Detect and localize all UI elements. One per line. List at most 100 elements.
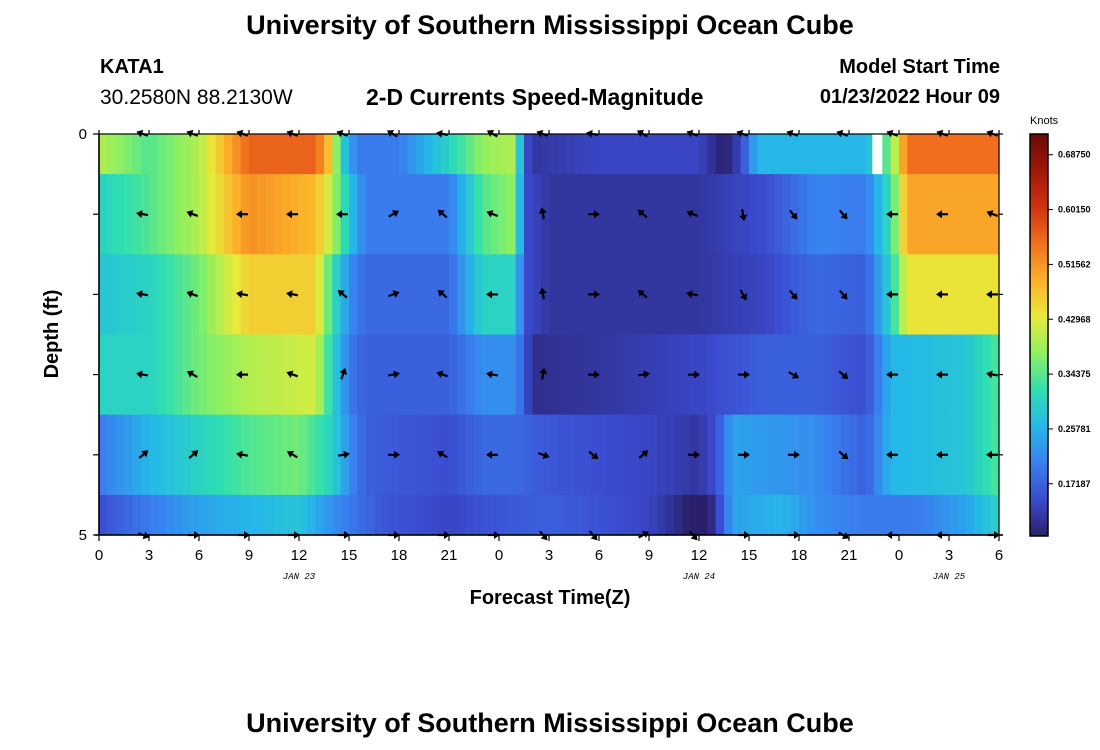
heatmap-cell xyxy=(199,134,208,175)
heatmap-cell xyxy=(449,254,458,335)
heatmap-cell xyxy=(715,334,725,416)
heatmap-cell xyxy=(107,494,117,536)
heatmap-cell xyxy=(932,494,942,536)
current-arrow xyxy=(486,210,499,218)
heatmap-cell xyxy=(874,334,883,416)
heatmap-cell xyxy=(357,494,367,536)
heatmap-cell xyxy=(390,494,400,536)
heatmap-cell xyxy=(107,334,117,416)
current-arrow xyxy=(136,210,149,218)
heatmap-cell xyxy=(632,494,642,536)
heatmap-cell xyxy=(649,174,658,255)
heatmap-cell xyxy=(374,414,383,496)
colorbar xyxy=(1029,133,1049,537)
current-arrow xyxy=(387,290,400,298)
heatmap-cell xyxy=(107,414,117,496)
heatmap-cell xyxy=(632,414,642,496)
heatmap-cell xyxy=(307,414,317,496)
heatmap-cell xyxy=(199,174,208,255)
current-arrow xyxy=(236,210,248,219)
current-arrow xyxy=(236,290,249,299)
heatmap-cell xyxy=(449,174,458,255)
current-arrow xyxy=(739,209,748,222)
heatmap-cell xyxy=(182,414,192,496)
heatmap-cell xyxy=(782,254,792,335)
heatmap-cell xyxy=(124,414,133,496)
heatmap-cell xyxy=(824,254,833,335)
heatmap-cell xyxy=(224,494,233,536)
heatmap-cell xyxy=(265,414,275,496)
heatmap-cell xyxy=(440,134,450,175)
current-arrow xyxy=(936,290,948,299)
heatmap-cell xyxy=(624,134,633,175)
heatmap-cell xyxy=(432,334,442,416)
current-arrow xyxy=(838,209,848,220)
heatmap-cell xyxy=(507,174,517,255)
heatmap-cell xyxy=(649,414,658,496)
heatmap-cell xyxy=(690,494,700,536)
current-arrow xyxy=(788,289,798,300)
heatmap-cell xyxy=(324,334,333,416)
heatmap-cell xyxy=(574,414,583,496)
heatmap-cell xyxy=(849,134,858,175)
heatmap-cell xyxy=(824,174,833,255)
heatmap-cell xyxy=(399,134,408,175)
heatmap-cell xyxy=(707,494,717,536)
heatmap-cell xyxy=(874,254,883,335)
heatmap-cell xyxy=(749,414,758,496)
heatmap-cell xyxy=(182,494,192,536)
heatmap-cell xyxy=(432,174,442,255)
heatmap-cell xyxy=(307,494,317,536)
heatmap-cell xyxy=(899,334,908,416)
heatmap-cell xyxy=(532,414,542,496)
heatmap-cell xyxy=(590,134,600,175)
heatmap-cell xyxy=(124,334,133,416)
heatmap-cell xyxy=(732,254,742,335)
current-arrow xyxy=(936,450,948,459)
date-label: JAN 25 xyxy=(933,572,966,582)
heatmap-cell xyxy=(449,334,458,416)
current-arrow xyxy=(388,210,400,218)
heatmap-cell xyxy=(582,254,592,335)
heatmap-cell xyxy=(732,494,742,536)
heatmap-cell xyxy=(132,134,142,175)
heatmap-cell xyxy=(515,134,525,175)
heatmap-cell xyxy=(424,134,433,175)
heatmap-cell xyxy=(824,134,833,175)
heatmap-cell xyxy=(940,134,950,175)
current-arrow xyxy=(286,450,298,459)
heatmap-cell xyxy=(474,414,483,496)
colorbar-tick-label: 0.25781 xyxy=(1058,424,1091,434)
heatmap-cell xyxy=(515,414,525,496)
heatmap-cell xyxy=(365,254,375,335)
station-coordinates: 30.2580N 88.2130W xyxy=(100,86,293,109)
heatmap-cell xyxy=(599,414,608,496)
current-arrow xyxy=(236,370,248,379)
heatmap-cell xyxy=(224,174,233,255)
current-arrow xyxy=(936,370,948,379)
current-arrow xyxy=(186,370,198,379)
heatmap-cell xyxy=(157,134,167,175)
heatmap-cell xyxy=(715,134,725,175)
heatmap-cell xyxy=(632,334,642,416)
heatmap-cell xyxy=(499,414,508,496)
heatmap-cell xyxy=(365,174,375,255)
heatmap-cell xyxy=(332,494,342,536)
heatmap-cell xyxy=(132,494,142,536)
colorbar-ticks: 0.68750 0.60150 0.51562 0.42968 0.34375 0.257… xyxy=(1048,150,1091,489)
heatmap-cell xyxy=(457,334,467,416)
heatmap-cell xyxy=(407,494,417,536)
heatmap-cell xyxy=(432,254,442,335)
heatmap-cell xyxy=(524,254,533,335)
heatmap-cell xyxy=(407,134,417,175)
heatmap-cell xyxy=(865,174,875,255)
heatmap-cell xyxy=(865,494,875,536)
heatmap-cell xyxy=(957,334,967,416)
heatmap-cell xyxy=(307,174,317,255)
current-arrow xyxy=(788,371,800,379)
heatmap-cell xyxy=(715,254,725,335)
heatmap-cell xyxy=(307,254,317,335)
heatmap-cell xyxy=(724,334,733,416)
heatmap-cell xyxy=(924,174,933,255)
heatmap-cell xyxy=(632,254,642,335)
